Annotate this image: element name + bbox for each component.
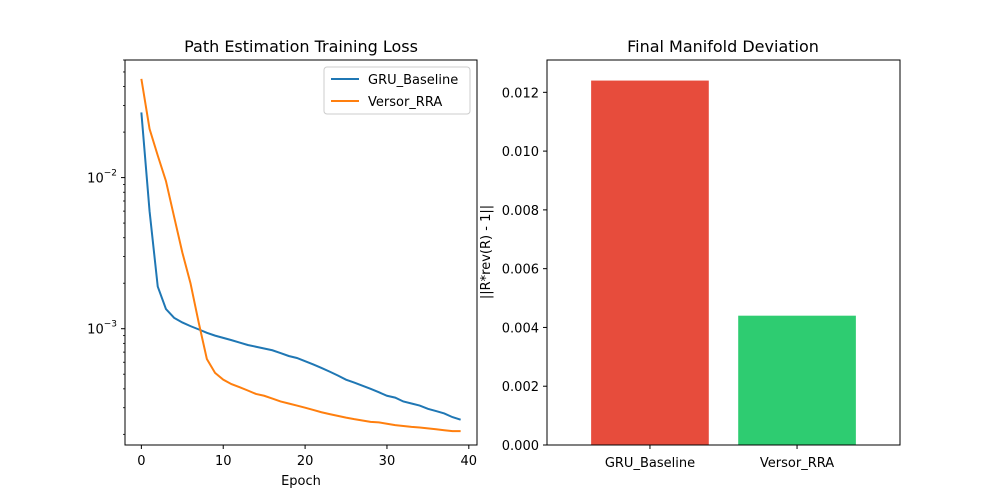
x-tick-label: 10 <box>215 454 232 469</box>
loss-x-axis-label: Epoch <box>281 474 321 489</box>
legend-box <box>323 66 471 115</box>
deviation-y-axis-label: ||R*rev(R) - 1|| <box>479 205 494 299</box>
y-tick-label: 0.010 <box>502 145 539 160</box>
y-tick-label: 0.008 <box>502 204 539 219</box>
loss-chart-title: Path Estimation Training Loss <box>184 37 418 56</box>
deviation-y-axis: 0.000 0.002 0.004 0.006 0.008 0.010 0.012 <box>502 86 547 454</box>
deviation-bars <box>591 80 856 446</box>
bar-gru-baseline <box>591 80 709 446</box>
y-tick-label: 10−3 <box>87 320 117 338</box>
loss-plot-area <box>140 78 461 433</box>
y-tick-label: 0.004 <box>502 321 539 336</box>
loss-plot-frame <box>124 59 478 446</box>
legend-label-gru-baseline: GRU_Baseline <box>368 73 458 88</box>
x-tick-label: Versor_RRA <box>760 456 834 471</box>
y-tick-label: 0.000 <box>502 439 539 454</box>
series-line-versor-rra <box>140 78 461 433</box>
legend-label-versor-rra: Versor_RRA <box>368 95 442 110</box>
x-tick-label: GRU_Baseline <box>605 456 695 471</box>
loss-x-axis: 0 10 20 30 40 <box>137 445 477 469</box>
deviation-chart: Final Manifold Deviation GRU_Baseline Ver… <box>479 37 901 471</box>
loss-legend: GRU_Baseline Versor_RRA <box>323 66 471 115</box>
y-tick-label: 0.002 <box>502 380 539 395</box>
deviation-plot-frame <box>546 59 901 446</box>
x-tick-label: 30 <box>379 454 396 469</box>
x-tick-label: 40 <box>461 454 478 469</box>
series-line-gru-baseline <box>140 112 461 421</box>
x-tick-label: 20 <box>297 454 314 469</box>
deviation-x-axis: GRU_Baseline Versor_RRA <box>605 445 834 471</box>
loss-chart: Path Estimation Training Loss 0 10 20 30 40 … <box>87 37 478 489</box>
y-tick-label: 10−2 <box>87 169 117 187</box>
y-tick-label: 0.006 <box>502 263 539 278</box>
loss-y-axis: 10−2 10−3 <box>87 59 125 435</box>
y-tick-label: 0.012 <box>502 86 539 101</box>
bar-versor-rra <box>738 315 856 445</box>
deviation-chart-title: Final Manifold Deviation <box>627 37 819 56</box>
x-tick-label: 0 <box>137 454 145 469</box>
